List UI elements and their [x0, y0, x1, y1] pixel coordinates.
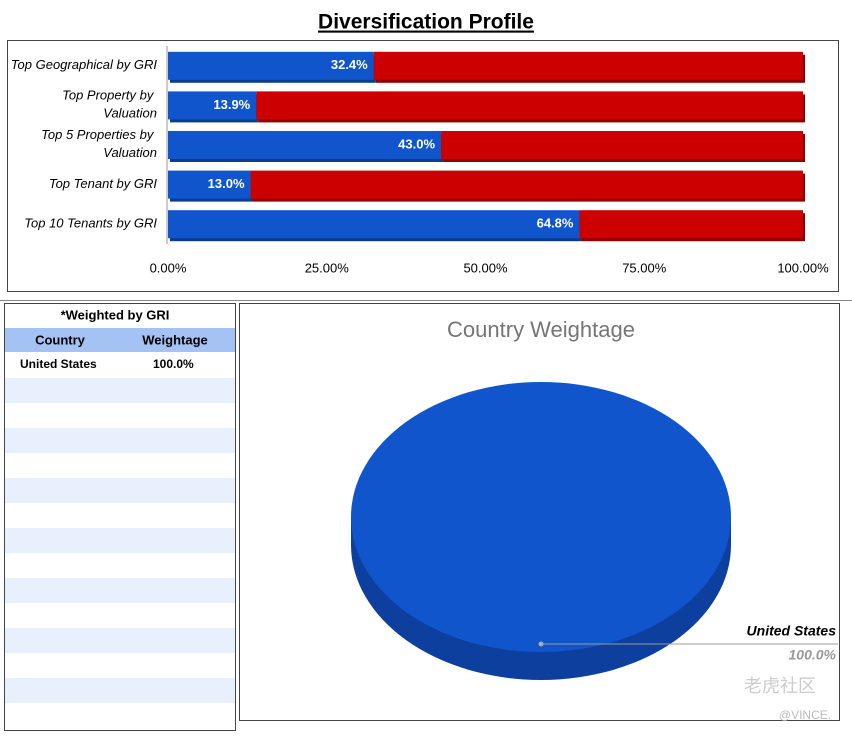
bar — [250, 170, 804, 199]
stripe — [5, 578, 235, 603]
table-stripes — [5, 378, 235, 703]
pie-title: Country Weightage — [447, 317, 635, 342]
bar — [373, 51, 803, 80]
bar — [168, 170, 251, 199]
stripe — [5, 428, 235, 453]
x-tick-label: 0.00% — [150, 260, 187, 275]
value-label: 13.9% — [213, 97, 250, 112]
table-cell: United States — [20, 357, 97, 371]
bar — [168, 51, 374, 80]
bar — [168, 131, 442, 159]
y-tick-label: Top Tenant by GRI — [49, 176, 158, 191]
watermark: @VINCE. — [779, 708, 831, 722]
table-header: Weightage — [142, 332, 208, 347]
pie-value-label: 100.0% — [789, 647, 837, 663]
page-title: Diversification Profile — [318, 11, 534, 34]
table-title: *Weighted by GRI — [61, 307, 170, 322]
bar-frame — [7, 40, 839, 292]
bar — [579, 210, 803, 239]
bar — [256, 91, 803, 120]
watermark: 老虎社区 — [744, 676, 816, 696]
stripe — [5, 678, 235, 703]
value-label: 43.0% — [398, 136, 435, 151]
stripe — [5, 528, 235, 553]
table-header: Country — [35, 332, 86, 347]
pie-slice — [351, 382, 731, 652]
y-tick-label: Top 10 Tenants by GRI — [24, 216, 157, 231]
table-cell: 100.0% — [153, 357, 194, 371]
stripe — [5, 478, 235, 503]
x-tick-label: 50.00% — [463, 260, 508, 275]
stripe — [5, 378, 235, 403]
bar — [441, 131, 803, 159]
stripe — [5, 628, 235, 653]
x-tick-label: 100.00% — [777, 260, 829, 275]
table-frame — [4, 303, 236, 731]
y-tick-label: Top Geographical by GRI — [11, 57, 158, 72]
bar — [168, 210, 580, 239]
x-tick-label: 75.00% — [622, 260, 667, 275]
value-label: 32.4% — [331, 57, 368, 72]
value-label: 64.8% — [537, 216, 574, 231]
pie-label: United States — [747, 623, 837, 639]
y-tick-label: Top 5 Properties by Valuation — [41, 127, 157, 160]
value-label: 13.0% — [208, 176, 245, 191]
table-header-bg — [5, 328, 235, 352]
bar — [168, 91, 257, 120]
leader-dot — [538, 641, 544, 647]
x-tick-label: 25.00% — [305, 260, 350, 275]
y-tick-label: Top Property by Valuation — [62, 88, 157, 121]
pie-frame — [239, 303, 840, 721]
